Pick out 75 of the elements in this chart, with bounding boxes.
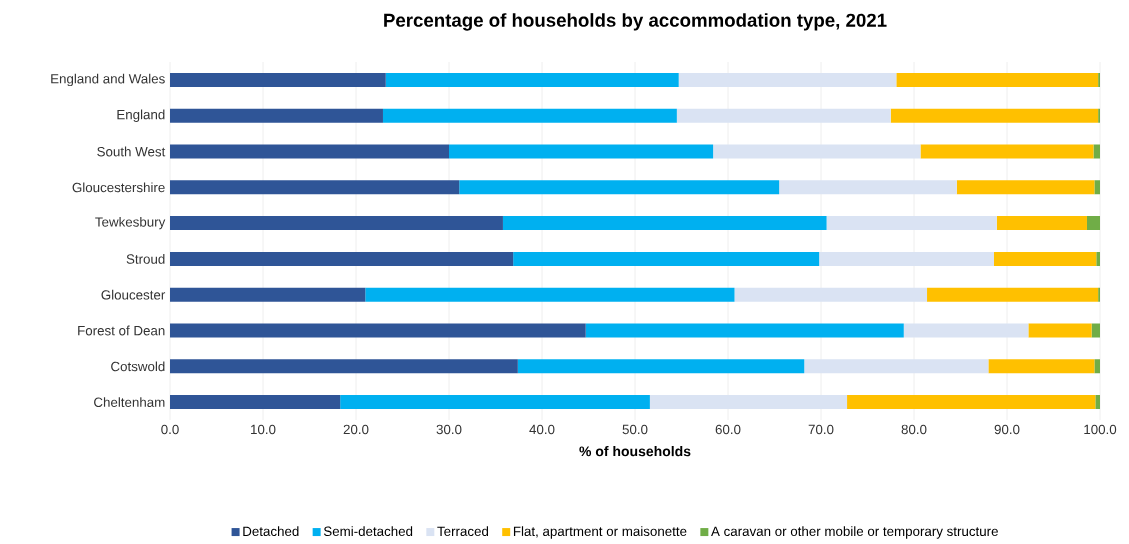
bar bbox=[170, 72, 386, 87]
bar bbox=[1094, 359, 1100, 374]
bar bbox=[890, 108, 1099, 123]
y-tick-label: Gloucestershire bbox=[72, 182, 165, 193]
x-tick-label: 80.0 bbox=[901, 424, 927, 435]
bar bbox=[826, 216, 997, 231]
bar bbox=[678, 72, 897, 87]
legend-label: Detached bbox=[243, 526, 299, 537]
bar bbox=[896, 72, 1099, 87]
y-tick-label: Cotswold bbox=[111, 361, 165, 372]
bar bbox=[170, 287, 366, 302]
bar bbox=[340, 395, 650, 410]
bar bbox=[649, 395, 848, 410]
legend-label: A caravan or other mobile or temporary structure bbox=[711, 526, 998, 539]
y-tick-label: England and Wales bbox=[51, 73, 165, 87]
bar bbox=[382, 108, 677, 123]
bar bbox=[170, 108, 383, 123]
bar bbox=[170, 323, 586, 338]
bar bbox=[903, 323, 1029, 338]
bar bbox=[956, 180, 1095, 195]
bar bbox=[1091, 323, 1100, 338]
bar bbox=[804, 359, 989, 374]
x-tick-label: 50.0 bbox=[622, 424, 648, 435]
x-tick-label: 10.0 bbox=[251, 424, 276, 435]
bar bbox=[502, 216, 827, 231]
bar bbox=[513, 251, 820, 266]
bar bbox=[170, 180, 460, 195]
bar bbox=[459, 180, 780, 195]
y-tick-label: Stroud bbox=[126, 254, 165, 264]
bar bbox=[1094, 180, 1100, 195]
y-tick-label: Forest of Dean bbox=[78, 325, 165, 336]
bar bbox=[713, 144, 921, 159]
bar bbox=[988, 359, 1095, 374]
bar bbox=[170, 359, 518, 374]
y-tick-label: Tewkesbury bbox=[95, 216, 166, 230]
bar bbox=[1093, 144, 1100, 159]
bar bbox=[993, 251, 1097, 266]
legend-label: Semi-detached bbox=[323, 526, 413, 537]
bar bbox=[1096, 251, 1100, 266]
x-tick-label: 0.0 bbox=[161, 424, 179, 435]
x-axis-title: % of households bbox=[579, 445, 691, 457]
legend-label: Terraced bbox=[437, 526, 489, 537]
y-tick-label: Gloucester bbox=[101, 289, 166, 300]
bar bbox=[996, 216, 1087, 231]
bar bbox=[927, 287, 1099, 302]
bar bbox=[385, 72, 679, 87]
bar bbox=[170, 216, 503, 231]
bar bbox=[847, 395, 1096, 410]
bar bbox=[1095, 395, 1100, 410]
bar bbox=[920, 144, 1094, 159]
y-tick-label: South West bbox=[97, 146, 166, 157]
x-tick-label: 40.0 bbox=[529, 424, 555, 435]
legend-label: Flat, apartment or maisonette bbox=[513, 526, 687, 539]
bar bbox=[170, 144, 449, 159]
x-tick-label: 60.0 bbox=[715, 424, 741, 435]
x-tick-label: 100.0 bbox=[1084, 424, 1117, 435]
bar bbox=[734, 287, 928, 302]
bar bbox=[365, 287, 735, 302]
chart-title: Percentage of households by accommodation type, 2021 bbox=[384, 13, 887, 31]
bar bbox=[449, 144, 714, 159]
x-tick-label: 70.0 bbox=[808, 424, 834, 435]
x-tick-label: 30.0 bbox=[436, 424, 462, 435]
bar bbox=[779, 180, 957, 195]
bar bbox=[819, 251, 994, 266]
x-tick-label: 20.0 bbox=[343, 424, 369, 435]
bar bbox=[1086, 216, 1100, 231]
bar bbox=[585, 323, 904, 338]
bar bbox=[170, 395, 341, 410]
bar bbox=[676, 108, 891, 123]
y-tick-label: Cheltenham bbox=[94, 397, 165, 407]
bar bbox=[170, 251, 514, 266]
y-tick-label: England bbox=[117, 109, 165, 122]
bar bbox=[1028, 323, 1092, 338]
x-tick-label: 90.0 bbox=[994, 424, 1020, 435]
bar bbox=[517, 359, 805, 374]
